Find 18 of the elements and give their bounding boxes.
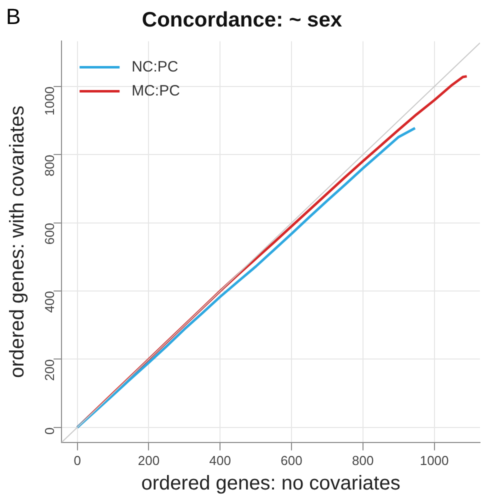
text: B — [6, 4, 21, 30]
legend-label: MC:PC — [132, 82, 180, 100]
x-tick-label: 1000 — [420, 452, 449, 468]
x-tick-label: 0 — [74, 452, 81, 468]
x-tick-label: 600 — [280, 452, 302, 468]
y-tick-label: 1000 — [42, 86, 58, 116]
x-tick-label: 200 — [138, 452, 160, 468]
x-tick-label: 400 — [209, 452, 231, 468]
y-tick-label: 600 — [42, 222, 58, 245]
x-tick-label: 800 — [352, 452, 374, 468]
y-tick-label: 400 — [42, 291, 58, 313]
chart-title: Concordance: ~ sex — [142, 8, 342, 32]
y-tick-label: 200 — [42, 359, 58, 381]
y-axis-title: ordered genes: with covariates — [6, 106, 29, 378]
legend-label: NC:PC — [132, 58, 178, 76]
y-tick-label: 800 — [42, 154, 58, 176]
x-axis-title: ordered genes: no covariates — [141, 472, 400, 495]
y-tick-label: 0 — [42, 427, 58, 435]
